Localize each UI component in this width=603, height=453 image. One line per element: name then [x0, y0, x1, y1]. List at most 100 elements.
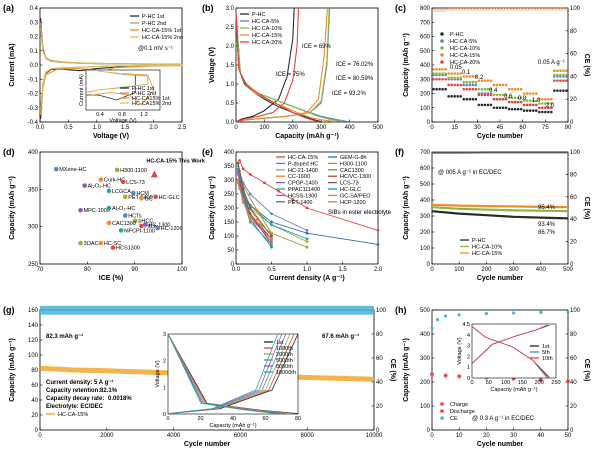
inset-legend-entry: 5th: [542, 350, 550, 356]
capacity-point: [465, 87, 469, 91]
capacity-point: [559, 79, 562, 82]
ce-point: [459, 7, 463, 11]
capacity-point: [462, 75, 466, 78]
literature-point: [110, 245, 116, 250]
legend-entry: HC-CA-10%: [450, 46, 480, 52]
literature-label: Al₂O₃-HC: [88, 184, 111, 190]
y-tick-label: 400: [224, 150, 235, 156]
ce-point: [430, 326, 434, 330]
y-axis-label: Capacity (mAh g⁻¹): [9, 176, 16, 240]
capacity-point: [519, 87, 523, 91]
capacity-point: [516, 96, 520, 100]
capacity-point: [477, 103, 481, 107]
capacity-point: [474, 83, 478, 87]
capacity-point: [562, 89, 565, 92]
literature-label: MPC-1000: [84, 208, 110, 214]
capacity-point: [492, 83, 496, 87]
ce-point: [471, 7, 475, 11]
capacity-point: [438, 67, 441, 71]
capacity-point: [447, 83, 450, 87]
capacity-point: [489, 103, 493, 107]
inset-x-axis-label: Capacity (mAh g⁻¹): [209, 423, 256, 429]
y-tick-label: -0.3: [28, 106, 39, 112]
inset-legend-entry: HC-CA15% 1st: [132, 96, 170, 102]
literature-label: HCS1300: [116, 246, 140, 252]
inset-y-tick-label: 1: [163, 385, 166, 391]
capacity-point: [507, 96, 511, 100]
literature-point: [133, 218, 138, 223]
rate-annotation: @ 0.3 A g⁻¹ in EC/DEC: [472, 416, 535, 422]
capacity-point: [480, 79, 484, 82]
capacity-point: [489, 87, 493, 91]
electrolyte-note: SIBs in ester electrolyte: [328, 210, 392, 216]
capacity-point: [456, 72, 459, 75]
ce-point: [477, 7, 481, 11]
rate-point: [305, 245, 309, 249]
capacity-point: [453, 76, 456, 80]
capacity-point: [537, 106, 541, 110]
capacity-point: [438, 72, 441, 75]
y-tick-label: 100: [224, 234, 235, 240]
capacity-point: [477, 79, 481, 82]
capacity-point: [516, 100, 520, 104]
y2-tick-label: 0: [376, 428, 380, 434]
legend-entry: HC-CA-15%: [58, 412, 88, 418]
inset-legend-entry: HC-CA15% 2nd: [132, 101, 171, 107]
y2-axis-label: CE (%): [389, 359, 396, 382]
capacity-point: [547, 110, 550, 114]
rate-point: [270, 237, 273, 241]
ce-point: [531, 7, 535, 11]
x-tick-label: 60: [519, 125, 526, 131]
inset-x-axis-label: Voltage (V): [109, 118, 136, 124]
this-work-label: HC-CA-15% This Work: [146, 158, 206, 164]
rate-point: [236, 167, 240, 171]
capacity-point: [483, 93, 487, 97]
rate-point: [238, 159, 241, 162]
capacity-point: [462, 83, 466, 87]
x-tick-label: 2000: [100, 433, 114, 439]
literature-label: HC-SC: [104, 241, 121, 247]
ce-point: [549, 7, 553, 11]
y-tick-label: 120: [28, 338, 39, 344]
charge-curve: [235, 7, 300, 123]
x-tick-label: 40: [537, 433, 544, 439]
y-tick-label: 0.2: [30, 35, 39, 41]
capacity-point: [492, 97, 496, 101]
capacity-point: [522, 92, 526, 95]
capacity-point: [528, 103, 532, 107]
capacity-point: [447, 76, 450, 80]
y-axis-label: Capacity (mAh g⁻¹): [9, 338, 16, 402]
capacity-point: [507, 107, 511, 111]
literature-label: HC-GLC: [159, 195, 180, 201]
inset-y-axis-label: Voltage (V): [457, 337, 463, 364]
ce-point: [468, 7, 472, 11]
y-tick-label: 200: [420, 230, 431, 236]
y-tick-label: 0.0: [226, 120, 235, 126]
capacity-point: [553, 89, 556, 92]
y-tick-label: 2.0: [226, 44, 235, 50]
y-tick-label: 400: [420, 332, 431, 338]
ce-point: [501, 7, 505, 11]
rate-point: [277, 189, 280, 193]
literature-label: H300-1100: [120, 168, 147, 174]
capacity-point: [465, 80, 469, 84]
x-axis-label: Cycle number: [477, 441, 524, 448]
capacity-point: [444, 72, 447, 75]
rate-point: [270, 245, 273, 249]
literature-point: [122, 213, 128, 218]
x-tick-label: 80: [84, 267, 91, 273]
x-tick-label: 10000: [366, 433, 383, 439]
panel-c: 0 15 30 45 60 75 90010020030040050060070080002…: [395, 3, 590, 140]
y2-tick-label: 100: [570, 150, 581, 156]
capacity-point: [444, 67, 447, 71]
inset-y-tick-label: 3: [163, 332, 166, 338]
inset-x-tick-label: 0.8: [118, 112, 126, 118]
x-tick-label: 300: [316, 125, 327, 131]
inset-x-tick-label: 50: [486, 380, 492, 386]
inset-legend-entry: P-HC 1st: [132, 86, 155, 92]
capacity-point: [480, 103, 484, 107]
rate-point: [241, 167, 245, 171]
retention-key: Capacity retention:: [46, 388, 100, 394]
literature-label: HC-1300: [148, 222, 170, 228]
capacity-point: [510, 107, 514, 111]
